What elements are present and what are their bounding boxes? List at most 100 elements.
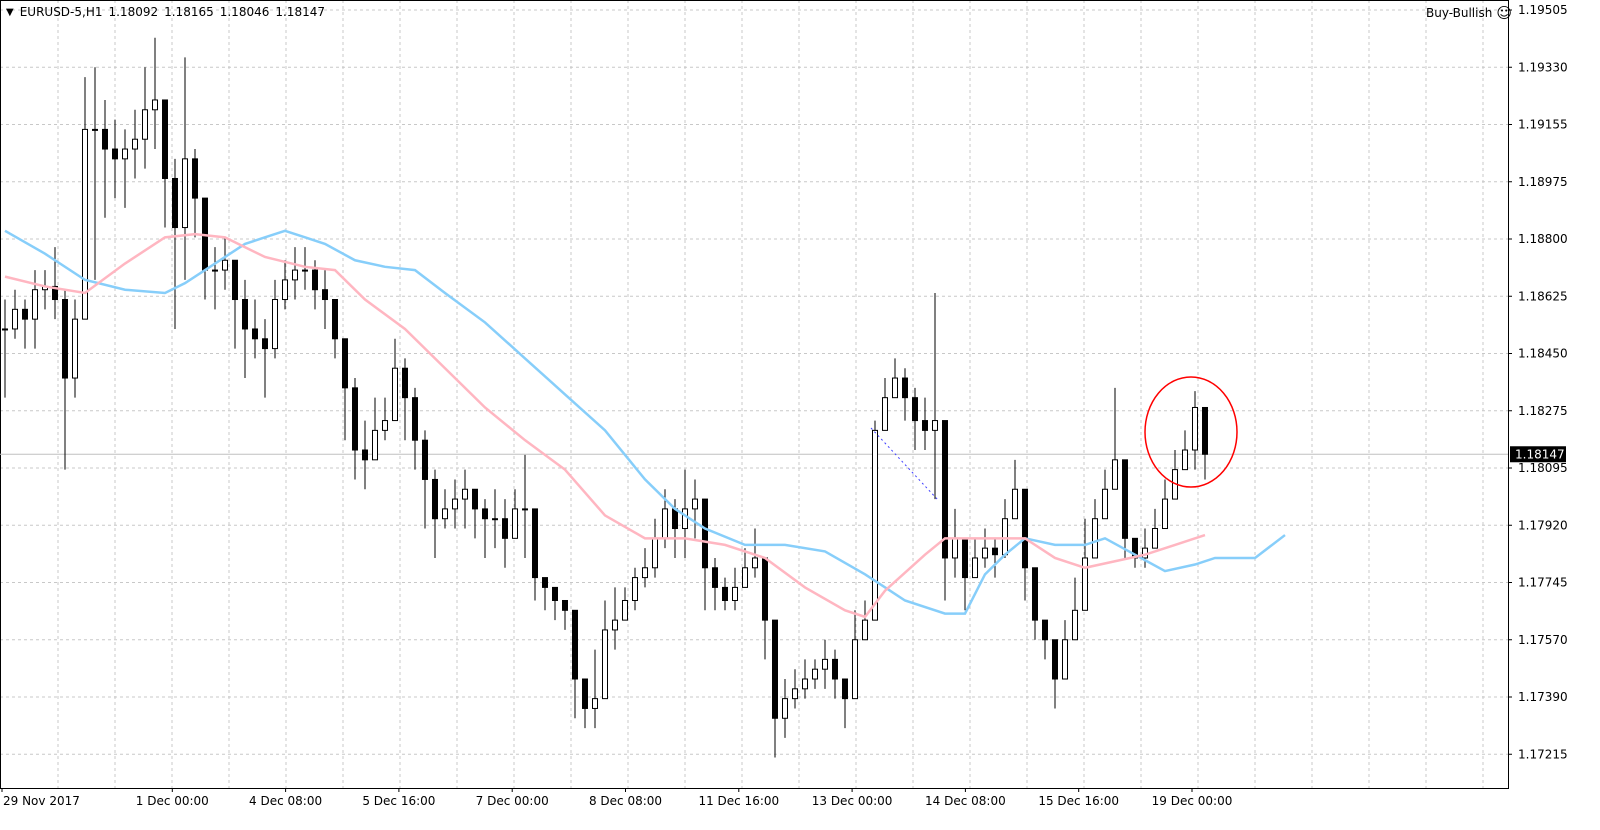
candle-body — [942, 420, 948, 559]
candle-body — [582, 678, 588, 709]
candle-body — [972, 557, 978, 579]
y-tick-label: 1.17920 — [1518, 518, 1568, 532]
candle-body — [892, 377, 898, 399]
candle-body — [472, 488, 478, 510]
x-tick-label: 7 Dec 00:00 — [476, 794, 549, 808]
smiley-icon: ☺ — [1496, 4, 1512, 22]
candle-body — [222, 259, 228, 271]
candle-body — [1192, 406, 1198, 451]
candle-body — [702, 498, 708, 569]
candle-body — [602, 629, 608, 700]
candle-body — [192, 158, 198, 199]
candle-body — [1042, 619, 1048, 641]
y-tick-label: 1.17570 — [1518, 633, 1568, 647]
candle-body — [342, 338, 348, 389]
candle-body — [32, 289, 38, 320]
candle-body — [1032, 567, 1038, 621]
candle-body — [782, 698, 788, 719]
candle-body — [1082, 557, 1088, 611]
candle-body — [652, 537, 658, 569]
candle-body — [372, 429, 378, 461]
candle-body — [1152, 528, 1158, 549]
candle-body — [1122, 459, 1128, 539]
y-tick-label: 1.18450 — [1518, 347, 1568, 361]
candle-body — [862, 619, 868, 641]
candle-body — [22, 308, 28, 320]
candle-body — [552, 586, 558, 601]
candle-body — [52, 285, 58, 301]
candle-body — [512, 508, 518, 539]
x-tick-label: 1 Dec 00:00 — [136, 794, 209, 808]
candle-body — [682, 508, 688, 530]
candle-body — [362, 449, 368, 461]
candle-body — [812, 668, 818, 680]
candle-body — [152, 99, 158, 111]
candle-body — [632, 577, 638, 601]
candle-body — [412, 397, 418, 441]
candle-body — [872, 429, 878, 621]
candle-body — [792, 688, 798, 700]
candle-body — [352, 387, 358, 451]
candle-body — [502, 518, 508, 539]
candle-body — [442, 508, 448, 520]
y-tick-label: 1.18275 — [1518, 404, 1568, 418]
candle-body — [102, 128, 108, 150]
candle-body — [802, 678, 808, 690]
candle-body — [62, 299, 68, 379]
fast-ma-line — [4, 232, 1206, 619]
annotation-circle — [1144, 376, 1238, 488]
low-value: 1.18046 — [219, 5, 270, 19]
dropdown-triangle-icon[interactable]: ▼ — [6, 6, 14, 18]
candle-body — [562, 599, 568, 611]
candle-body — [532, 508, 538, 579]
candle-body — [422, 439, 428, 480]
candle-body — [542, 577, 548, 588]
candle-body — [92, 128, 98, 131]
candle-body — [762, 557, 768, 621]
y-tick-label: 1.17745 — [1518, 576, 1568, 590]
candle-body — [162, 99, 168, 179]
candle-body — [72, 318, 78, 379]
y-tick-label: 1.19505 — [1518, 3, 1568, 17]
candle-body — [402, 367, 408, 399]
candle-body — [242, 299, 248, 330]
candle-body — [112, 148, 118, 160]
candle-body — [592, 698, 598, 709]
candle-body — [1102, 488, 1108, 520]
candle-body — [642, 567, 648, 579]
candle-body — [322, 289, 328, 301]
plot-border — [0, 0, 1509, 789]
y-tick-label: 1.17215 — [1518, 747, 1568, 761]
x-tick-label: 8 Dec 08:00 — [589, 794, 662, 808]
close-value: 1.18147 — [275, 5, 325, 19]
x-tick-label: 29 Nov 2017 — [3, 794, 80, 808]
signal-indicator: Buy-Bullish ☺ — [1426, 4, 1512, 22]
candle-body — [842, 678, 848, 700]
y-tick-label: 1.19155 — [1518, 118, 1568, 132]
candle-body — [142, 109, 148, 140]
open-value: 1.18092 — [108, 5, 159, 19]
candle-body — [432, 478, 438, 520]
candle-body — [232, 259, 238, 301]
candle-body — [822, 658, 828, 670]
current-price-label: 1.18147 — [1515, 447, 1565, 461]
symbol-label: EURUSD-5,H1 — [19, 5, 103, 19]
candle-body — [1022, 488, 1028, 569]
y-tick-label: 1.17390 — [1518, 690, 1568, 704]
candle-body — [772, 619, 778, 719]
signal-label: Buy-Bullish — [1426, 6, 1493, 20]
candle-body — [252, 328, 258, 340]
candle-body — [182, 158, 188, 229]
candle-body — [1052, 639, 1058, 680]
candle-body — [1002, 518, 1008, 556]
candle-body — [492, 518, 498, 521]
candle-body — [882, 397, 888, 431]
candle-body — [462, 488, 468, 500]
x-tick-label: 11 Dec 16:00 — [698, 794, 779, 808]
candle-body — [1182, 449, 1188, 471]
candle-body — [952, 537, 958, 559]
candle-body — [522, 508, 528, 511]
candle-body — [712, 567, 718, 588]
candle-body — [172, 177, 178, 229]
